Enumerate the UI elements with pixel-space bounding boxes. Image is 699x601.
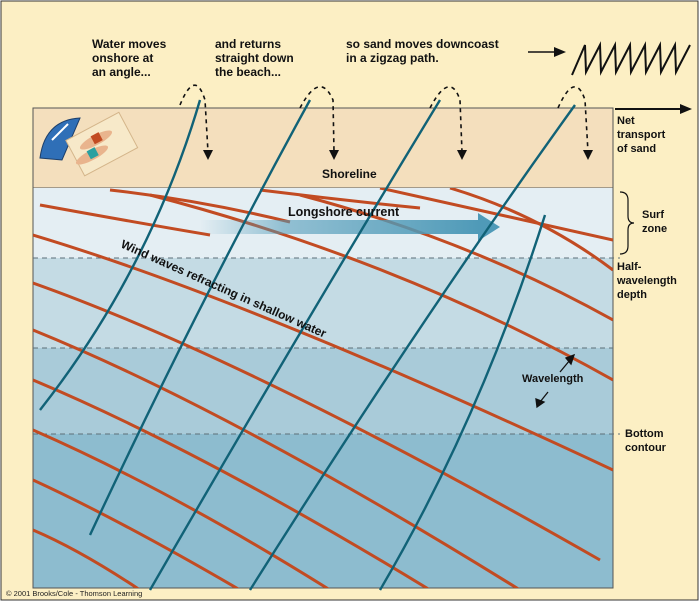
wave-crest xyxy=(109,188,291,224)
sunbather-illustration xyxy=(39,111,139,177)
swash-line xyxy=(378,214,547,591)
swash-line xyxy=(148,99,442,591)
wave-crest xyxy=(33,233,613,472)
annotation-sand-zigzag: so sand moves downcoast in a zigzag path… xyxy=(346,37,502,65)
swash-line xyxy=(88,99,312,536)
shoreline-label: Shoreline xyxy=(322,167,377,181)
backwash-paths xyxy=(179,84,589,153)
wavelength-arrows xyxy=(535,353,576,409)
zigzag-sand-path xyxy=(571,41,691,76)
wave-crests xyxy=(33,188,613,588)
annotation-water-onshore: Water moves onshore at an angle... xyxy=(92,37,170,79)
half-wavelength-label: Half- wavelength depth xyxy=(616,261,680,301)
wave-crest xyxy=(33,478,240,588)
swash-line xyxy=(248,104,576,591)
annotation-returns-straight: and returns straight down the beach... xyxy=(215,37,297,79)
deep-water-area xyxy=(33,434,613,588)
wavelength-label: Wavelength xyxy=(522,373,584,385)
wave-crest xyxy=(33,428,330,588)
wave-crest xyxy=(33,378,430,588)
net-transport-label: Net transport of sand xyxy=(617,115,668,155)
wave-crest xyxy=(33,528,140,588)
arrow-to-zigzag xyxy=(528,47,566,57)
wave-crest xyxy=(39,203,211,237)
wave-crest xyxy=(379,188,613,242)
wave-crest xyxy=(449,188,613,272)
wave-crest xyxy=(33,281,601,562)
umbrella-icon xyxy=(39,117,81,161)
mid-water-area xyxy=(33,348,613,434)
bottom-contour-label: Bottom contour xyxy=(625,428,667,454)
swash-line xyxy=(39,99,202,411)
backwash-arrowheads xyxy=(203,150,593,160)
wave-crest xyxy=(299,193,613,322)
swash-lines xyxy=(39,99,576,591)
net-transport-arrow xyxy=(615,104,692,114)
backwash-path xyxy=(179,84,209,153)
surf-zone-label: Surf zone xyxy=(642,209,667,235)
depth-contour-lines xyxy=(33,257,620,435)
wave-crest xyxy=(259,188,421,210)
wave-crest xyxy=(33,328,520,588)
wave-crest xyxy=(149,193,613,382)
longshore-current-label: Longshore current xyxy=(288,205,400,219)
backwash-path xyxy=(299,86,335,153)
surf-zone-bracket xyxy=(619,191,635,255)
copyright-credit: © 2001 Brooks/Cole - Thomson Learning xyxy=(6,589,142,598)
